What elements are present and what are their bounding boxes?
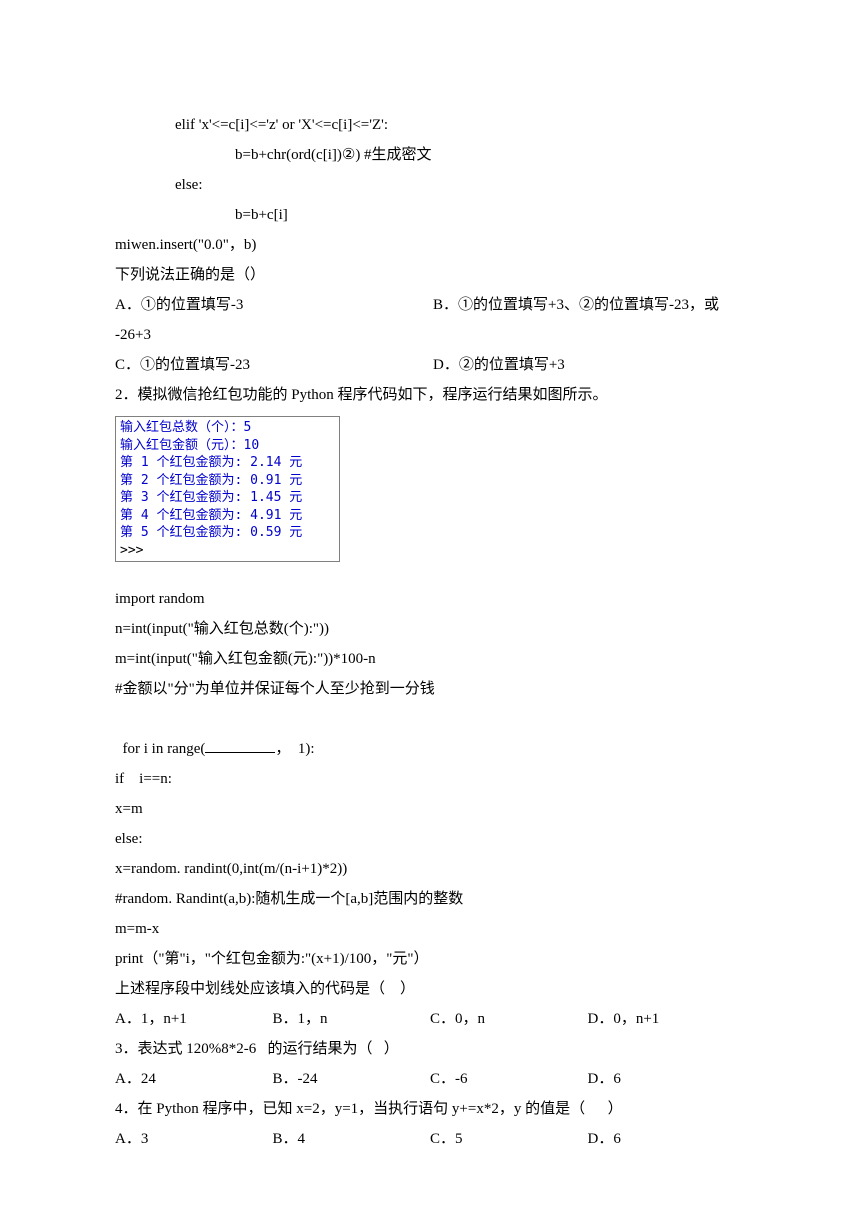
code-line: else: <box>115 170 745 200</box>
console-output: 输入红包总数（个）：5 输入红包金额（元）：10 第 1 个红包金额为: 2.1… <box>115 416 340 562</box>
code-text: ， 1): <box>275 741 314 757</box>
code-line: b=b+c[i] <box>115 200 745 230</box>
choice-a: A．24 <box>115 1064 273 1094</box>
choice-row: C．①的位置填写-23 D．②的位置填写+3 <box>115 350 745 380</box>
choice-b: B．①的位置填写+3、②的位置填写-23，或 <box>433 290 745 320</box>
choice-d: D．6 <box>588 1124 746 1154</box>
console-line: 第 2 个红包金额为: 0.91 元 <box>120 472 335 490</box>
code-line: for i in range( ， 1): <box>115 704 745 764</box>
code-line: else: <box>115 824 745 854</box>
choice-row: A．①的位置填写-3 B．①的位置填写+3、②的位置填写-23，或 <box>115 290 745 320</box>
question-stem: 2．模拟微信抢红包功能的 Python 程序代码如下，程序运行结果如图所示。 <box>115 380 745 410</box>
choice-b: B．-24 <box>273 1064 431 1094</box>
choice-a: A．①的位置填写-3 <box>115 290 433 320</box>
question-stem: 3．表达式 120%8*2-6 的运行结果为（ ） <box>115 1034 745 1064</box>
choice-c: C．0，n <box>430 1004 588 1034</box>
question-ask: 上述程序段中划线处应该填入的代码是（ ） <box>115 974 745 1004</box>
code-line: import random <box>115 584 745 614</box>
choice-d: D．②的位置填写+3 <box>433 350 745 380</box>
code-line: x=random. randint(0,int(m/(n-i+1)*2)) <box>115 854 745 884</box>
choice-c: C．①的位置填写-23 <box>115 350 433 380</box>
choice-row: A．1，n+1 B．1，n C．0，n D．0，n+1 <box>115 1004 745 1034</box>
blank-fill <box>205 740 275 754</box>
code-line: m=int(input("输入红包金额(元):"))*100-n <box>115 644 745 674</box>
console-line: 第 4 个红包金额为: 4.91 元 <box>120 507 335 525</box>
code-line: m=m-x <box>115 914 745 944</box>
code-line: print（"第"i，"个红包金额为:"(x+1)/100，"元"） <box>115 944 745 974</box>
choice-b: B．4 <box>273 1124 431 1154</box>
question-stem: 下列说法正确的是（） <box>115 260 745 290</box>
code-line: miwen.insert("0.0"，b) <box>115 230 745 260</box>
console-line: 第 1 个红包金额为: 2.14 元 <box>120 454 335 472</box>
choice-row: A．24 B．-24 C．-6 D．6 <box>115 1064 745 1094</box>
console-line: 第 5 个红包金额为: 0.59 元 <box>120 524 335 542</box>
code-line: n=int(input("输入红包总数(个):")) <box>115 614 745 644</box>
choice-d: D．0，n+1 <box>588 1004 746 1034</box>
code-line: #random. Randint(a,b):随机生成一个[a,b]范围内的整数 <box>115 884 745 914</box>
choice-b-cont: -26+3 <box>115 320 745 350</box>
console-prompt: >>> <box>120 542 335 560</box>
console-line: 输入红包总数（个）：5 <box>120 419 335 437</box>
console-line: 输入红包金额（元）：10 <box>120 437 335 455</box>
code-line: b=b+chr(ord(c[i])②) #生成密文 <box>115 140 745 170</box>
code-line: x=m <box>115 794 745 824</box>
code-text: for i in range( <box>123 741 206 757</box>
choice-c: C．-6 <box>430 1064 588 1094</box>
code-line: if i==n: <box>115 764 745 794</box>
code-line: #金额以"分"为单位并保证每个人至少抢到一分钱 <box>115 674 745 704</box>
choice-b: B．1，n <box>273 1004 431 1034</box>
choice-d: D．6 <box>588 1064 746 1094</box>
code-line: elif 'x'<=c[i]<='z' or 'X'<=c[i]<='Z': <box>115 110 745 140</box>
choice-c: C．5 <box>430 1124 588 1154</box>
choice-a: A．1，n+1 <box>115 1004 273 1034</box>
question-stem: 4．在 Python 程序中，已知 x=2，y=1，当执行语句 y+=x*2，y… <box>115 1094 745 1124</box>
choice-row: A．3 B．4 C．5 D．6 <box>115 1124 745 1154</box>
choice-a: A．3 <box>115 1124 273 1154</box>
console-line: 第 3 个红包金额为: 1.45 元 <box>120 489 335 507</box>
